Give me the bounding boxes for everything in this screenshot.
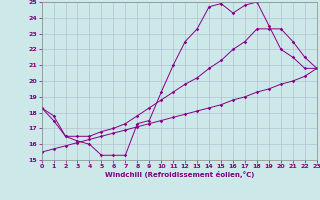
X-axis label: Windchill (Refroidissement éolien,°C): Windchill (Refroidissement éolien,°C) [105, 171, 254, 178]
